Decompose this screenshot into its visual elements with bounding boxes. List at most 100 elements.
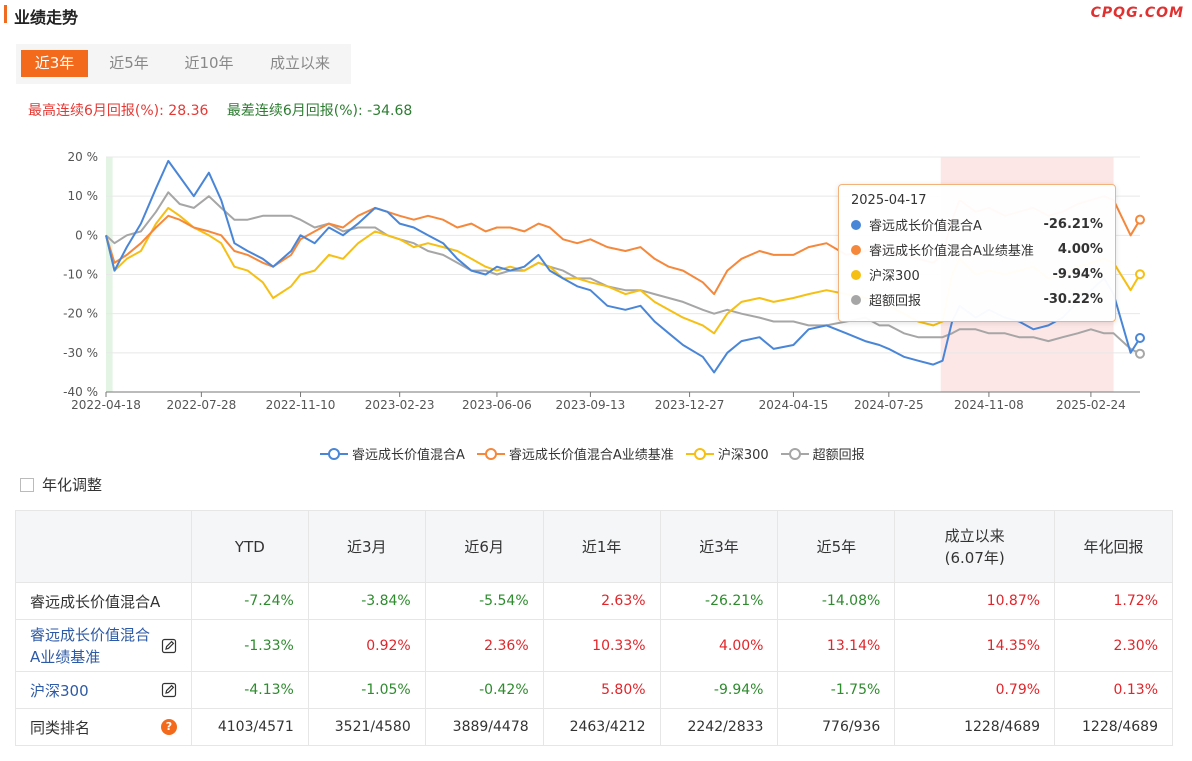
y-tick-label: 10 % xyxy=(68,189,99,203)
table-cell: -5.54% xyxy=(424,582,544,620)
tooltip-series-name: 睿远成长价值混合A xyxy=(869,219,982,234)
x-tick-label: 2023-09-13 xyxy=(556,398,626,412)
tooltip-row: 沪深300 -9.94% xyxy=(851,262,1103,287)
table-header-cell: 近5年 xyxy=(777,510,896,583)
annualize-label: 年化调整 xyxy=(42,476,103,494)
tooltip-series-value: -26.21% xyxy=(1043,217,1103,232)
section-header: 业绩走势 CPQG.COM xyxy=(0,0,1192,30)
tooltip-row: 睿远成长价值混合A业绩基准 4.00% xyxy=(851,237,1103,262)
row-name-cell: 同类排名? xyxy=(15,708,192,746)
x-tick-label: 2025-02-24 xyxy=(1056,398,1126,412)
table-cell: 776/936 xyxy=(777,708,896,746)
series-dot-icon xyxy=(851,219,861,230)
table-row: 沪深300 -4.13% -1.05% -0.42% 5.80% -9.94% -1.75%… xyxy=(15,671,1173,709)
row-name: 睿远成长价值混合A xyxy=(30,592,161,611)
tooltip-series-name: 超额回报 xyxy=(869,294,922,309)
table-cell: -1.05% xyxy=(307,671,426,709)
legend-line-icon xyxy=(320,447,348,461)
legend-label: 超额回报 xyxy=(812,448,865,463)
legend-item[interactable]: 沪深300 xyxy=(685,444,769,463)
legend-label: 睿远成长价值混合A业绩基准 xyxy=(508,448,674,463)
table-cell: 5.80% xyxy=(542,671,661,709)
table-cell: 4.00% xyxy=(659,619,779,672)
worst-6m-return: 最差连续6月回报(%): -34.68 xyxy=(226,103,413,119)
x-tick-label: 2024-04-15 xyxy=(759,398,829,412)
legend-item[interactable]: 睿远成长价值混合A业绩基准 xyxy=(476,444,674,463)
edit-icon[interactable] xyxy=(161,638,177,654)
table-cell: 0.79% xyxy=(894,671,1056,709)
series-dot-icon xyxy=(851,269,861,280)
table-cell: -9.94% xyxy=(659,671,779,709)
table-cell: 2463/4212 xyxy=(542,708,661,746)
table-cell: 2.63% xyxy=(542,582,661,620)
series-end-point xyxy=(1135,214,1145,225)
row-name-cell[interactable]: 睿远成长价值混合A业绩基准 xyxy=(15,619,192,672)
y-tick-label: -10 % xyxy=(63,268,98,282)
tab-5y[interactable]: 近5年 xyxy=(109,54,149,72)
table-cell: 14.35% xyxy=(894,619,1056,672)
section-title: 业绩走势 xyxy=(14,8,79,27)
y-tick-label: 0 % xyxy=(75,228,98,242)
series-end-point xyxy=(1135,332,1145,343)
table-row: 睿远成长价值混合A业绩基准 -1.33% 0.92% 2.36% 10.33% 4.00%… xyxy=(15,619,1173,672)
table-cell: 1.72% xyxy=(1054,582,1173,620)
table-header-cell: 近6月 xyxy=(424,510,544,583)
tooltip-row: 睿远成长价值混合A -26.21% xyxy=(851,212,1103,237)
x-tick-label: 2023-12-27 xyxy=(655,398,725,412)
x-tick-label: 2022-07-28 xyxy=(166,398,236,412)
table-cell: -14.08% xyxy=(777,582,896,620)
row-name-cell[interactable]: 沪深300 xyxy=(15,671,192,709)
table-header-cell: 近3年 xyxy=(659,510,779,583)
tab-since-inception[interactable]: 成立以来 xyxy=(269,54,330,72)
table-cell: 3889/4478 xyxy=(424,708,544,746)
performance-table: YTD 近3月 近6月 近1年 近3年 近5年 成立以来 (6.07年) 年化回… xyxy=(15,510,1173,746)
chart-tooltip: 2025-04-17 睿远成长价值混合A -26.21% 睿远成长价值混合A业绩… xyxy=(838,184,1116,322)
x-tick-label: 2022-04-18 xyxy=(71,398,141,412)
table-cell: 2.36% xyxy=(424,619,544,672)
chart-legend: 睿远成长价值混合A 睿远成长价值混合A业绩基准 沪深300 超额回报 xyxy=(320,444,877,463)
series-end-point xyxy=(1135,348,1145,359)
legend-item[interactable]: 睿远成长价值混合A xyxy=(320,444,465,463)
annualize-toggle[interactable]: 年化调整 xyxy=(20,474,102,495)
row-name: 同类排名 xyxy=(30,718,91,737)
table-header-cell: 年化回报 xyxy=(1054,510,1173,583)
table-header-cell: 成立以来 (6.07年) xyxy=(894,510,1056,583)
legend-item[interactable]: 超额回报 xyxy=(780,444,865,463)
table-header-cell: 近1年 xyxy=(542,510,661,583)
table-cell: 4103/4571 xyxy=(190,708,309,746)
annualize-checkbox[interactable] xyxy=(20,477,34,492)
table-cell: 13.14% xyxy=(777,619,896,672)
table-cell: 1228/4689 xyxy=(894,708,1056,746)
table-cell: -3.84% xyxy=(307,582,426,620)
table-header-row: YTD 近3月 近6月 近1年 近3年 近5年 成立以来 (6.07年) 年化回… xyxy=(15,510,1173,583)
tooltip-series-value: 4.00% xyxy=(1057,242,1103,257)
x-tick-label: 2024-07-25 xyxy=(854,398,924,412)
legend-line-icon xyxy=(685,447,714,461)
legend-label: 睿远成长价值混合A xyxy=(352,448,465,463)
title-accent-bar xyxy=(4,5,7,23)
table-cell: 0.92% xyxy=(307,619,426,672)
table-cell: -1.33% xyxy=(190,619,309,672)
tooltip-series-value: -9.94% xyxy=(1052,267,1104,282)
tab-10y[interactable]: 近10年 xyxy=(184,54,234,72)
tooltip-row: 超额回报 -30.22% xyxy=(851,287,1103,312)
table-cell: -4.13% xyxy=(190,671,309,709)
tooltip-series-value: -30.22% xyxy=(1043,292,1103,307)
series-end-point xyxy=(1135,269,1145,280)
x-tick-label: 2024-11-08 xyxy=(954,398,1024,412)
six-month-stats: 最高连续6月回报(%): 28.36 最差连续6月回报(%): -34.68 xyxy=(28,100,412,120)
row-name: 睿远成长价值混合A业绩基准 xyxy=(30,625,151,666)
tooltip-series-name: 睿远成长价值混合A业绩基准 xyxy=(869,244,1034,259)
tooltip-series-name: 沪深300 xyxy=(869,269,920,284)
y-tick-label: -30 % xyxy=(63,346,98,360)
tab-3y[interactable]: 近3年 xyxy=(21,50,88,77)
edit-icon[interactable] xyxy=(161,682,177,698)
table-row: 睿远成长价值混合A -7.24% -3.84% -5.54% 2.63% -26.21% -… xyxy=(15,582,1173,620)
table-cell: 3521/4580 xyxy=(307,708,426,746)
x-tick-label: 2022-11-10 xyxy=(266,398,336,412)
best-6m-return: 最高连续6月回报(%): 28.36 xyxy=(28,103,209,119)
legend-line-icon xyxy=(476,447,505,461)
help-icon[interactable]: ? xyxy=(160,719,177,735)
site-watermark: CPQG.COM xyxy=(1090,5,1184,21)
legend-line-icon xyxy=(780,447,809,461)
